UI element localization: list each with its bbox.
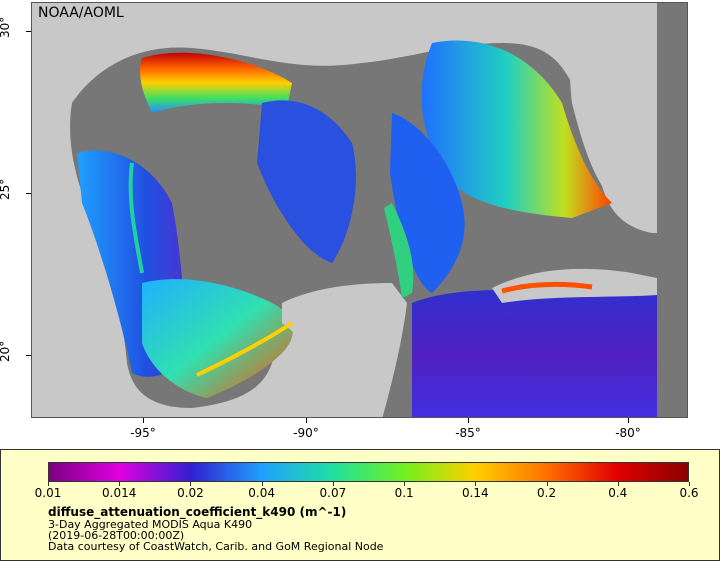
k490-map-image: [32, 3, 687, 417]
colorbar-tick-mark: [190, 482, 192, 486]
colorbar-tick-label: 0.1: [394, 486, 414, 500]
colorbar-tick-label: 0.07: [319, 486, 347, 500]
colorbar-tick-label: 0.14: [461, 486, 489, 500]
colorbar-tick-mark: [475, 482, 477, 486]
lon-tick-label: -95°: [130, 426, 156, 440]
lon-tick-label: -90°: [293, 426, 319, 440]
lon-tick-mark: [468, 418, 469, 423]
map-frame: NOAA/AOML: [31, 2, 688, 418]
lat-tick-mark: [26, 355, 31, 356]
dataset-date: (2019-06-28T00:00:00Z): [48, 529, 185, 542]
colorbar-tick-mark: [617, 482, 619, 486]
colorbar-tick-label: 0.6: [679, 486, 699, 500]
lon-tick-label: -85°: [455, 426, 481, 440]
lon-tick-mark: [306, 418, 307, 423]
map-credit: NOAA/AOML: [38, 5, 124, 21]
colorbar-tick-label: 0.02: [177, 486, 204, 500]
data-credit: Data courtesy of CoastWatch, Carib. and …: [48, 540, 384, 553]
colorbar-tick-mark: [119, 482, 121, 486]
lat-tick-label: 30°: [0, 16, 12, 38]
variable-title: diffuse_attenuation_coefficient_k490 (m^…: [48, 505, 347, 519]
colorbar-tick-label: 0.04: [248, 486, 276, 500]
lat-tick-mark: [26, 31, 31, 32]
colorbar-tick-label: 0.01: [34, 486, 62, 500]
colorbar-tick-mark: [48, 482, 49, 486]
colorbar-tick-label: 0.2: [537, 486, 557, 500]
colorbar-tick-mark: [404, 482, 406, 486]
colorbar-tick-mark: [332, 482, 334, 486]
lat-tick-mark: [26, 193, 31, 194]
lat-tick-label: 25°: [0, 178, 12, 200]
lon-tick-label: -80°: [615, 426, 641, 440]
colorbar-tick-mark: [546, 482, 548, 486]
colorbar-tick-mark: [689, 482, 690, 486]
colorbar-tick-label: 0.4: [608, 486, 628, 500]
colorbar: [48, 462, 689, 482]
lon-tick-mark: [628, 418, 629, 423]
lon-tick-mark: [143, 418, 144, 423]
legend-panel: 0.01 0.014 0.02 0.04 0.07 0.1 0.14 0.2 0.4 0.6 di…: [0, 449, 720, 561]
lat-tick-label: 20°: [0, 340, 12, 362]
colorbar-tick-mark: [261, 482, 263, 486]
colorbar-tick-label: 0.014: [102, 486, 137, 500]
dataset-description: 3-Day Aggregated MODIS Aqua K490: [48, 518, 253, 531]
